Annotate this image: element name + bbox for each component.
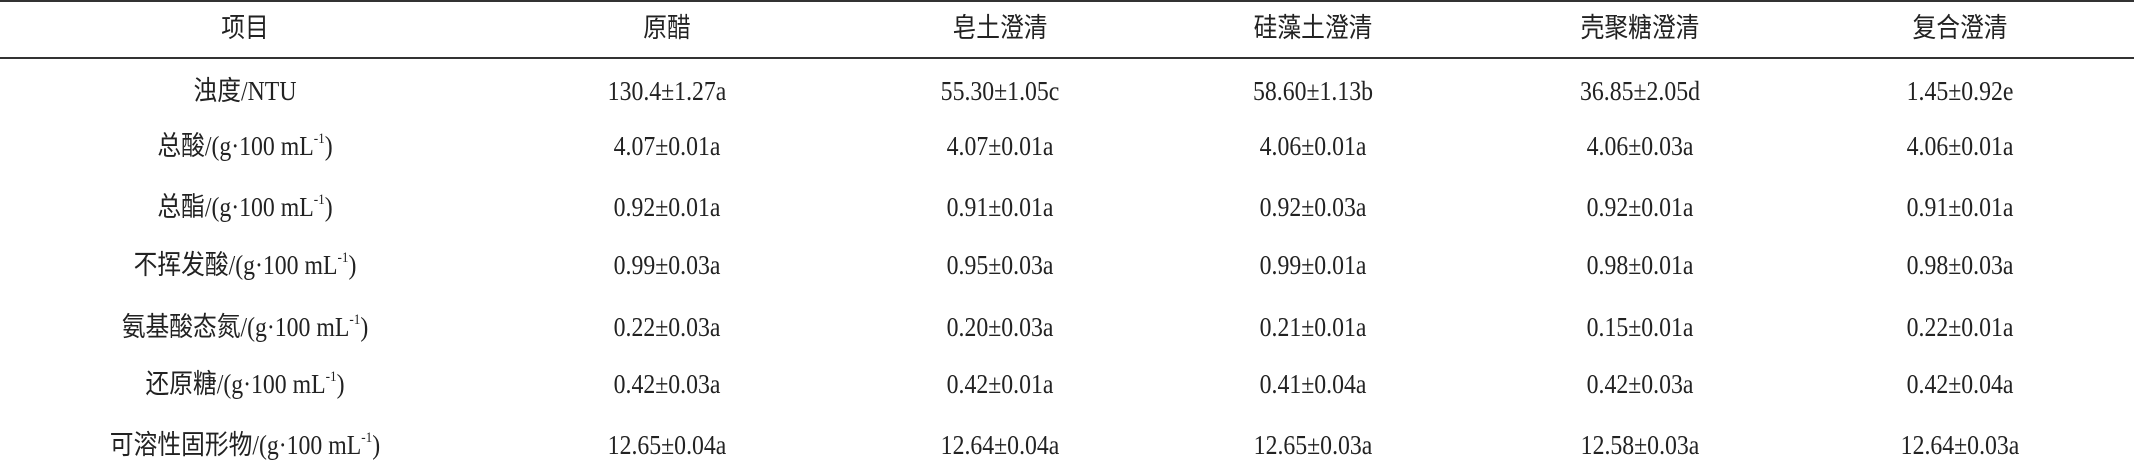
row-label: 浊度/NTU (69, 63, 421, 119)
header-item: 项目 (221, 13, 269, 43)
table-row: 不挥发酸/(g·100 mL-1) 0.99±0.03a 0.95±0.03a 0.9… (0, 237, 2134, 293)
table-row: 总酸/(g·100 mL-1) 4.07±0.01a 4.07±0.01a 4.06±… (0, 118, 2134, 174)
row-label: 总酸/(g·100 mL-1) (69, 118, 421, 174)
table-cell: 12.65±0.03a (1253, 430, 1373, 460)
table-cell: 0.98±0.01a (1586, 250, 1694, 280)
table-row: 还原糖/(g·100 mL-1) 0.42±0.03a 0.42±0.01a 0.41… (0, 356, 2134, 412)
row-label-superscript: -1 (325, 369, 337, 385)
table-cell: 0.99±0.01a (1259, 250, 1367, 280)
row-label-text: 可溶性固形物/(g·100 mL (109, 430, 362, 460)
table-cell: 0.98±0.03a (1906, 250, 2014, 280)
header-bentonite: 皂土澄清 (952, 13, 1048, 43)
row-label: 总酯/(g·100 mL-1) (69, 179, 421, 235)
row-label-superscript: -1 (337, 250, 349, 266)
row-label: 不挥发酸/(g·100 mL-1) (69, 237, 421, 293)
header-diatomite: 硅藻土澄清 (1253, 13, 1373, 43)
table-cell: 4.07±0.01a (946, 131, 1054, 161)
row-label-close: ) (324, 131, 333, 161)
table-cell: 130.4±1.27a (607, 76, 727, 106)
row-label-text: 氨基酸态氮/(g·100 mL (121, 312, 350, 342)
table-cell: 58.60±1.13b (1253, 76, 1373, 106)
row-label-close: ) (360, 312, 369, 342)
row-label-text: 总酯/(g·100 mL (157, 192, 314, 222)
table-row: 总酯/(g·100 mL-1) 0.92±0.01a 0.91±0.01a 0.92±… (0, 179, 2134, 235)
table-cell: 4.06±0.03a (1586, 131, 1694, 161)
table-cell: 0.22±0.01a (1906, 312, 2014, 342)
table-row: 浊度/NTU 130.4±1.27a 55.30±1.05c 58.60±1.13b 3… (0, 63, 2134, 119)
row-label-text: 不挥发酸/(g·100 mL (133, 250, 338, 280)
table-cell: 0.95±0.03a (946, 250, 1054, 280)
table-cell: 0.20±0.03a (946, 312, 1054, 342)
table-cell: 0.42±0.03a (1586, 369, 1694, 399)
row-label-superscript: -1 (313, 131, 325, 147)
row-label-close: ) (324, 192, 333, 222)
table-header-row: 项目 原醋 皂土澄清 硅藻土澄清 壳聚糖澄清 复合澄清 (0, 0, 2134, 56)
table-cell: 0.22±0.03a (613, 312, 721, 342)
table-header-rule (0, 57, 2134, 59)
table-cell: 0.92±0.03a (1259, 192, 1367, 222)
row-label: 还原糖/(g·100 mL-1) (69, 356, 421, 412)
table-cell: 12.64±0.03a (1900, 430, 2020, 460)
table-cell: 0.92±0.01a (1586, 192, 1694, 222)
table-cell: 0.42±0.01a (946, 369, 1054, 399)
row-label-superscript: -1 (361, 430, 373, 446)
table-row: 可溶性固形物/(g·100 mL-1) 12.65±0.04a 12.64±0.04… (0, 417, 2134, 473)
table-cell: 55.30±1.05c (940, 76, 1060, 106)
row-label: 氨基酸态氮/(g·100 mL-1) (69, 299, 421, 355)
header-composite: 复合澄清 (1912, 13, 2008, 43)
header-raw-vinegar: 原醋 (643, 13, 691, 43)
table-cell: 4.06±0.01a (1906, 131, 2014, 161)
table-cell: 4.07±0.01a (613, 131, 721, 161)
table-cell: 12.58±0.03a (1580, 430, 1700, 460)
row-label-close: ) (348, 250, 357, 280)
table-cell: 0.15±0.01a (1586, 312, 1694, 342)
table-cell: 12.65±0.04a (607, 430, 727, 460)
row-label-close: ) (372, 430, 381, 460)
row-label-superscript: -1 (349, 312, 361, 328)
table-cell: 1.45±0.92e (1906, 76, 2014, 106)
table-cell: 4.06±0.01a (1259, 131, 1367, 161)
row-label-superscript: -1 (313, 192, 325, 208)
table-cell: 36.85±2.05d (1580, 76, 1700, 106)
row-label-text: 还原糖/(g·100 mL (145, 369, 326, 399)
table-cell: 0.91±0.01a (1906, 192, 2014, 222)
row-label-close: ) (336, 369, 345, 399)
table-top-rule (0, 0, 2134, 2)
table-cell: 0.21±0.01a (1259, 312, 1367, 342)
table-cell: 0.42±0.04a (1906, 369, 2014, 399)
table-cell: 12.64±0.04a (940, 430, 1060, 460)
table-cell: 0.91±0.01a (946, 192, 1054, 222)
table-cell: 0.99±0.03a (613, 250, 721, 280)
row-label-text: 总酸/(g·100 mL (157, 131, 314, 161)
table-row: 氨基酸态氮/(g·100 mL-1) 0.22±0.03a 0.20±0.03a 0.… (0, 299, 2134, 355)
table-cell: 0.92±0.01a (613, 192, 721, 222)
header-chitosan: 壳聚糖澄清 (1580, 13, 1700, 43)
row-label-text: 浊度/NTU (193, 76, 297, 106)
row-label: 可溶性固形物/(g·100 mL-1) (69, 417, 421, 473)
table-cell: 0.42±0.03a (613, 369, 721, 399)
table-cell: 0.41±0.04a (1259, 369, 1367, 399)
